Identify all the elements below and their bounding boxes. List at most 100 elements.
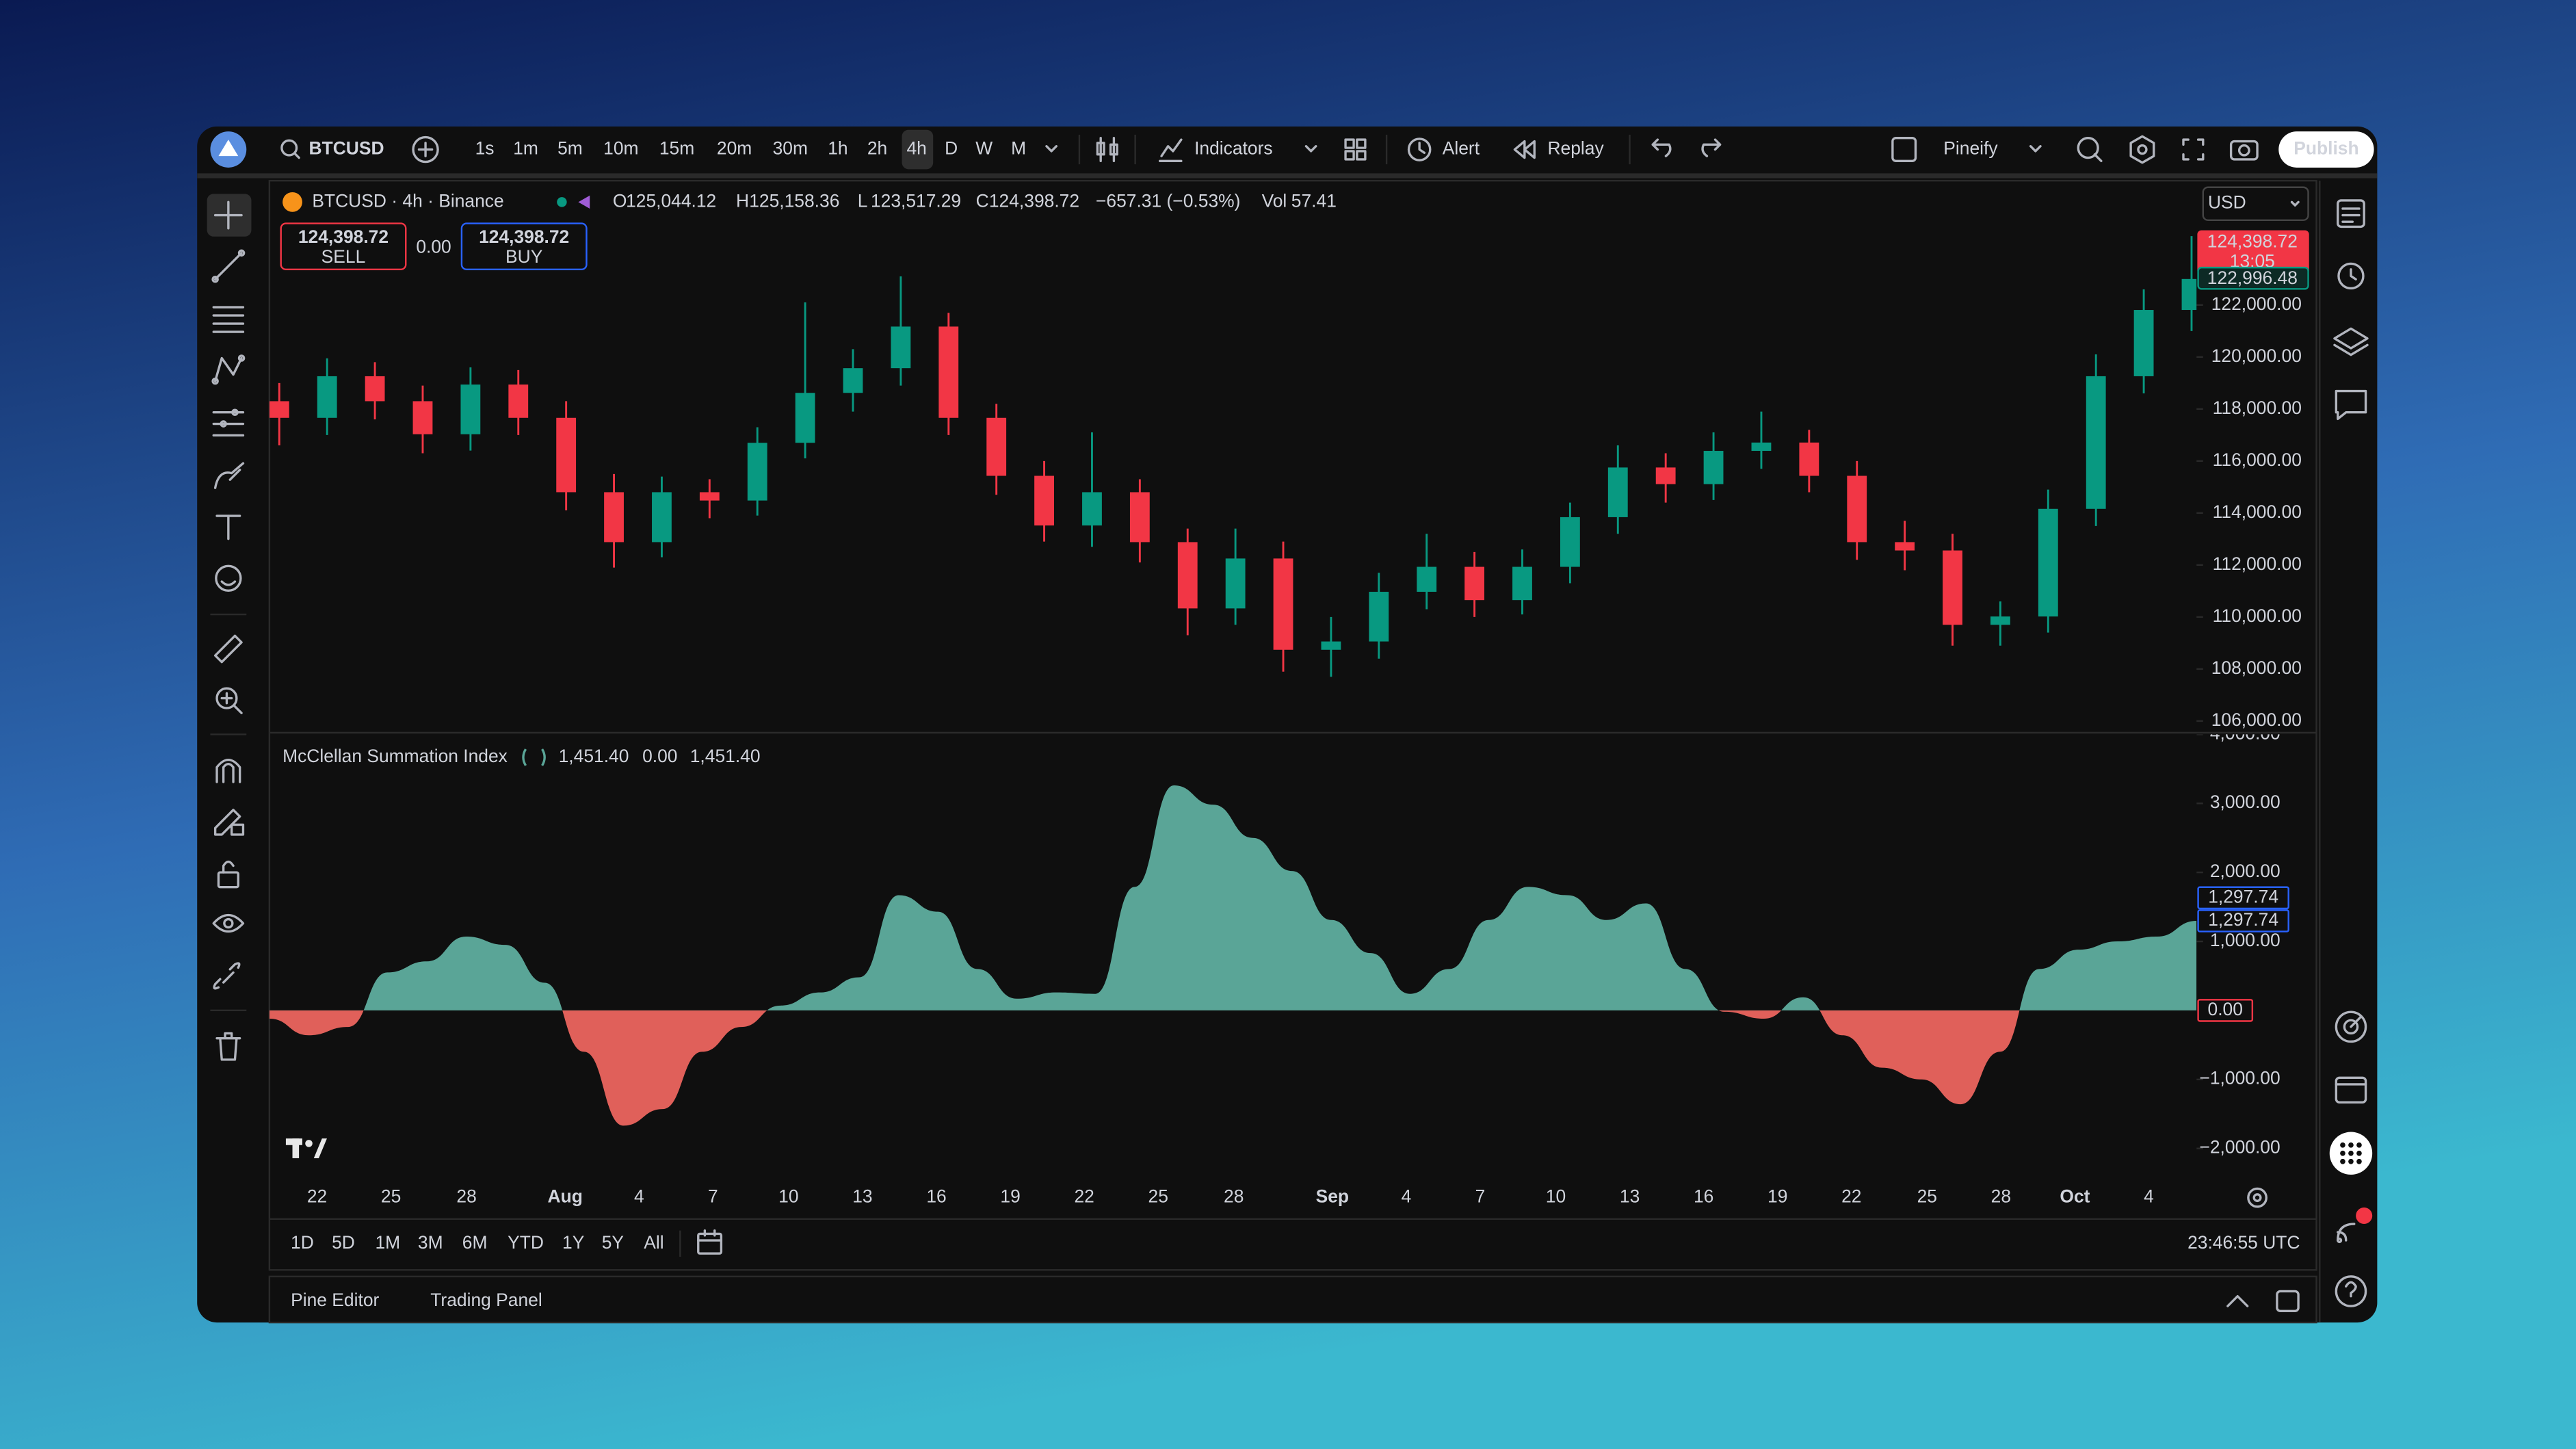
replay-icon[interactable] — [1513, 140, 1536, 159]
replay-button[interactable]: Replay — [1547, 138, 1604, 158]
buy-label[interactable]: BUY — [505, 246, 543, 267]
interval-dropdown[interactable] — [1045, 145, 1058, 153]
redo-icon[interactable] — [1701, 138, 1722, 157]
chart-style-icon[interactable] — [1096, 137, 1118, 163]
sell-price[interactable]: 124,398.72 — [298, 226, 389, 247]
symbol-name[interactable]: BTCUSD — [309, 138, 384, 158]
range-button[interactable]: 1M — [375, 1232, 400, 1253]
indicators-icon[interactable] — [1158, 138, 1183, 163]
buy-button[interactable] — [460, 222, 588, 271]
draw-mode-tool[interactable] — [213, 809, 245, 836]
candle-body — [843, 368, 863, 393]
object-tree-icon[interactable] — [2333, 327, 2369, 356]
interval-button[interactable]: 2h — [867, 138, 887, 158]
y-tick-label: −2,000.00 — [2199, 1137, 2280, 1158]
range-button[interactable]: 5Y — [602, 1232, 625, 1253]
range-button[interactable]: 3M — [418, 1232, 443, 1253]
collapse-panel-icon[interactable] — [2226, 1294, 2249, 1307]
alert-icon[interactable] — [1407, 138, 1432, 161]
candle-body — [2133, 310, 2154, 376]
interval-button[interactable]: 30m — [773, 138, 808, 158]
help-icon[interactable] — [2335, 1275, 2367, 1307]
interval-button[interactable]: 1h — [828, 138, 847, 158]
products-dots — [2340, 1142, 2362, 1164]
indicators-dropdown[interactable] — [1304, 145, 1317, 153]
screenshot-icon[interactable] — [2229, 140, 2259, 161]
range-button[interactable]: 6M — [462, 1232, 488, 1253]
sell-button[interactable] — [280, 222, 407, 271]
news-feed-icon[interactable] — [2337, 1223, 2356, 1244]
interval-button[interactable]: 4h — [907, 138, 927, 158]
interval-button[interactable]: 10m — [603, 138, 638, 158]
emoji-tool[interactable] — [215, 564, 242, 592]
ohlc-label: L — [858, 190, 868, 211]
currency-dropdown[interactable] — [2202, 186, 2309, 221]
fullscreen-icon[interactable] — [2182, 138, 2205, 161]
link-tool[interactable] — [213, 962, 241, 990]
magnet-tool[interactable] — [215, 758, 241, 783]
visibility-tool[interactable] — [212, 913, 245, 933]
calendar-icon[interactable] — [2335, 1076, 2367, 1104]
search-icon[interactable] — [280, 139, 300, 159]
axis-settings-icon[interactable] — [2247, 1187, 2268, 1208]
interval-button[interactable]: 1m — [513, 138, 538, 158]
interval-button[interactable]: 5m — [557, 138, 583, 158]
time-axis-label: 19 — [1000, 1186, 1020, 1207]
interval-button[interactable]: W — [975, 138, 993, 158]
sell-label[interactable]: SELL — [321, 246, 366, 267]
publish-button[interactable] — [2278, 131, 2374, 168]
time-axis-label: 22 — [1841, 1186, 1861, 1207]
time-axis-label: 13 — [1620, 1186, 1640, 1207]
undo-icon[interactable] — [1651, 138, 1672, 157]
forecast-tool[interactable] — [212, 408, 245, 437]
currency[interactable]: USD — [2208, 192, 2246, 213]
layout-name[interactable]: Pineify — [1943, 138, 1998, 158]
y-tick-label: 108,000.00 — [2211, 657, 2302, 678]
interval-button[interactable]: 1s — [475, 138, 495, 158]
templates-icon[interactable] — [1344, 138, 1367, 161]
buy-price[interactable]: 124,398.72 — [479, 226, 569, 247]
quick-search-icon[interactable] — [2077, 137, 2103, 163]
watchlist-icon[interactable] — [2337, 199, 2365, 229]
lock-tool[interactable] — [217, 860, 239, 889]
layout-dropdown[interactable] — [2029, 145, 2042, 153]
currency-chevron — [2290, 200, 2300, 207]
brush-tool[interactable] — [213, 462, 245, 489]
hotlist-icon[interactable] — [2335, 1010, 2367, 1043]
text-tool[interactable] — [215, 514, 241, 540]
range-button[interactable]: 5D — [332, 1232, 355, 1253]
add-symbol-icon[interactable] — [412, 135, 439, 164]
remove-tool[interactable] — [215, 1032, 241, 1061]
interval-button[interactable]: M — [1011, 138, 1026, 158]
ruler-tool[interactable] — [213, 634, 243, 664]
panel-tab[interactable]: Trading Panel — [430, 1290, 542, 1310]
settings-icon[interactable] — [2129, 135, 2155, 164]
range-button[interactable]: All — [644, 1232, 663, 1253]
candle-body — [604, 492, 624, 543]
range-button[interactable]: 1Y — [562, 1232, 585, 1253]
data-source-icon — [578, 195, 590, 209]
fib-tool[interactable] — [212, 306, 245, 333]
trend-line-tool[interactable] — [211, 249, 246, 283]
maximize-panel-icon[interactable] — [2276, 1290, 2300, 1312]
indicators-button[interactable]: Indicators — [1194, 138, 1272, 158]
candle-body — [891, 326, 911, 369]
chat-icon[interactable] — [2335, 389, 2367, 421]
interval-button[interactable]: D — [945, 138, 958, 158]
publish-label[interactable]: Publish — [2294, 138, 2358, 158]
source-code-icon[interactable] — [522, 748, 546, 766]
candle-body — [986, 417, 1007, 476]
pattern-tool[interactable] — [211, 354, 246, 385]
range-button[interactable]: YTD — [508, 1232, 544, 1253]
time-axis-label: 7 — [1475, 1186, 1486, 1207]
alert-button[interactable]: Alert — [1443, 138, 1480, 158]
panel-tab[interactable]: Pine Editor — [291, 1290, 379, 1310]
range-button[interactable]: 1D — [291, 1232, 314, 1253]
layout-icon[interactable] — [1891, 137, 1917, 163]
alerts-icon[interactable] — [2337, 262, 2365, 290]
crosshair-tool[interactable] — [213, 200, 243, 230]
zoom-tool[interactable] — [215, 687, 243, 714]
goto-date-icon[interactable] — [697, 1229, 723, 1255]
interval-button[interactable]: 15m — [659, 138, 694, 158]
interval-button[interactable]: 20m — [717, 138, 752, 158]
